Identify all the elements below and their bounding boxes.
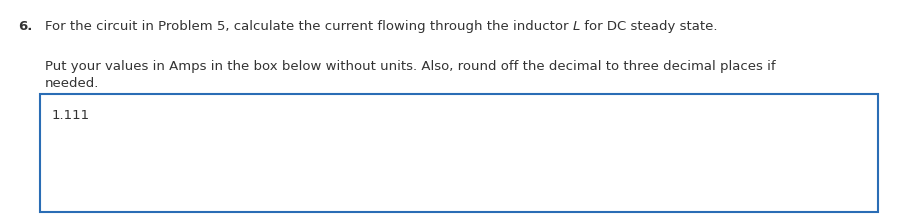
Text: Put your values in Amps in the box below without units. Also, round off the deci: Put your values in Amps in the box below… [45, 60, 776, 73]
Text: L: L [573, 20, 580, 33]
Text: 6.: 6. [18, 20, 32, 33]
Text: For the circuit in Problem 5, calculate the current flowing through the inductor: For the circuit in Problem 5, calculate … [45, 20, 573, 33]
Text: for DC steady state.: for DC steady state. [580, 20, 718, 33]
Text: 1.111: 1.111 [52, 109, 90, 122]
FancyBboxPatch shape [40, 94, 878, 212]
Text: needed.: needed. [45, 77, 99, 90]
